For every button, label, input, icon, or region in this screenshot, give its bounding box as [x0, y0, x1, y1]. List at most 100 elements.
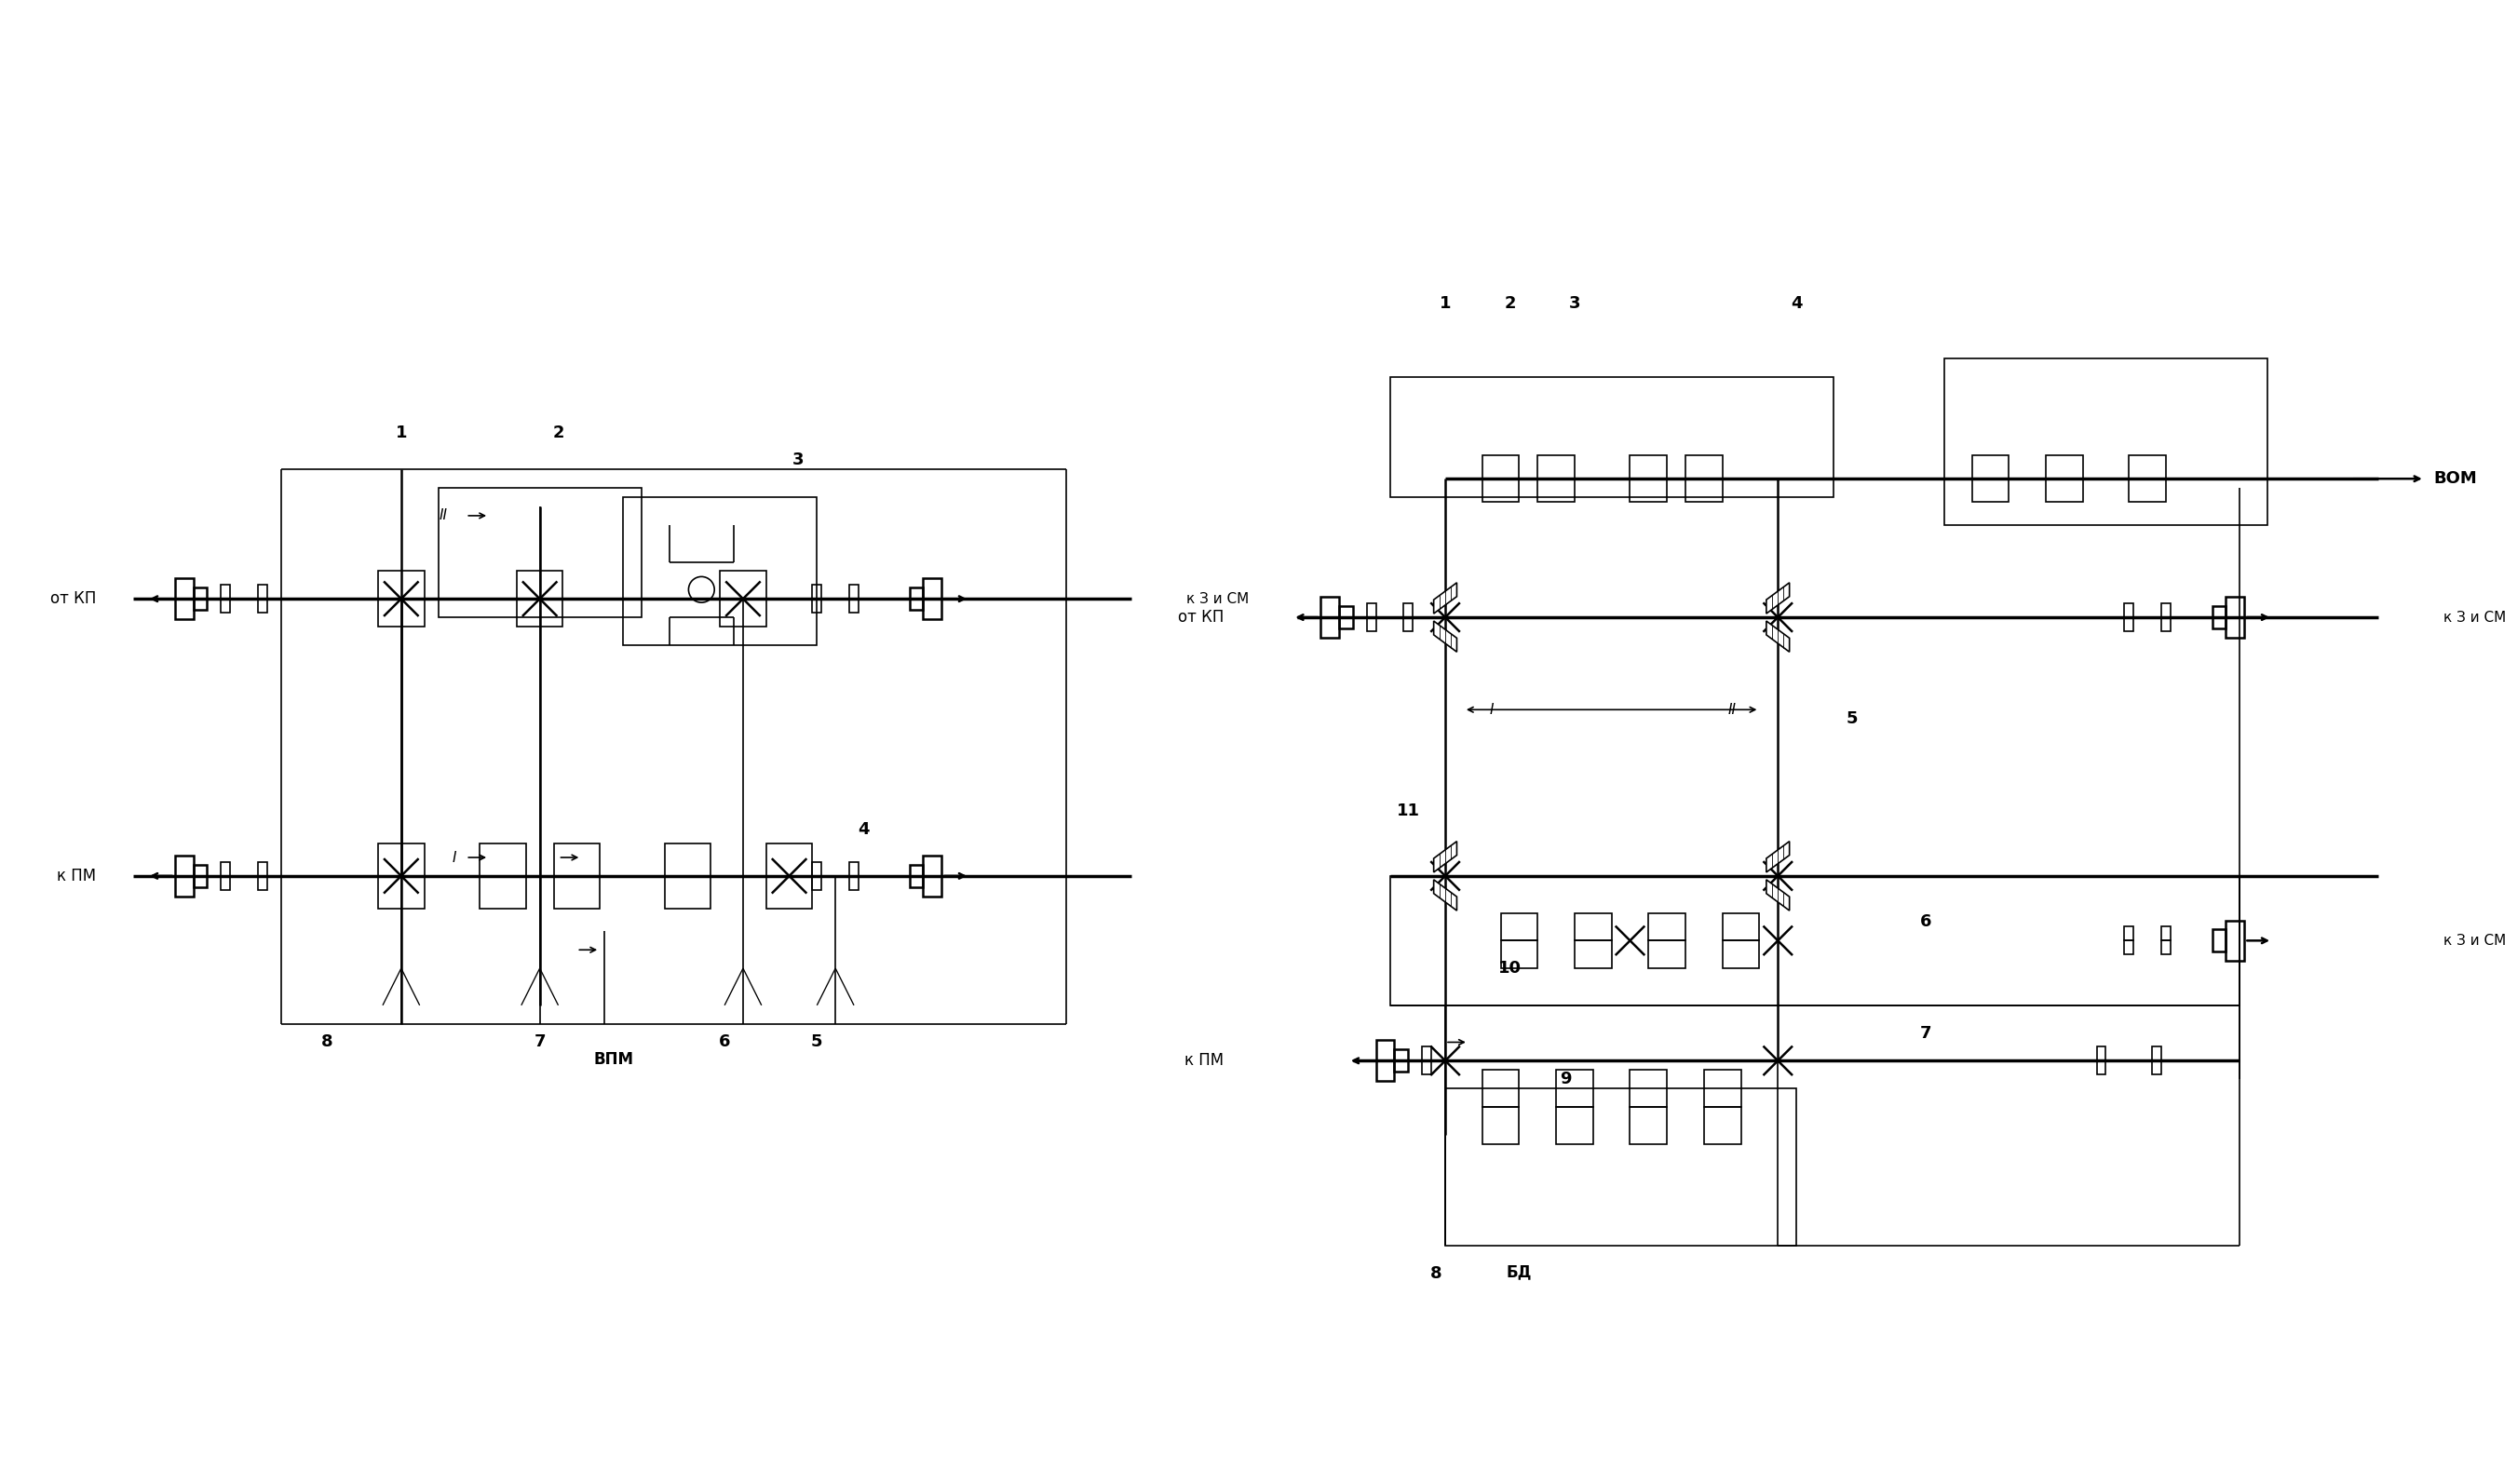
Polygon shape — [1767, 583, 1790, 613]
Bar — [2152, 1046, 2162, 1061]
Bar — [1321, 597, 1339, 638]
Bar — [1556, 1070, 1593, 1107]
Bar — [1538, 456, 1576, 479]
Bar — [2097, 1061, 2107, 1074]
Bar — [1500, 913, 1538, 941]
Text: 3: 3 — [1568, 295, 1581, 312]
Text: I: I — [453, 850, 456, 865]
Bar — [2046, 456, 2082, 479]
Bar — [1367, 604, 1377, 617]
Bar — [2212, 605, 2225, 628]
Bar — [1704, 1107, 1742, 1144]
Bar — [174, 579, 194, 619]
Bar — [664, 876, 710, 908]
Bar — [1971, 479, 2009, 502]
Bar — [848, 862, 858, 876]
Text: 1: 1 — [1440, 295, 1452, 312]
Bar — [257, 600, 267, 613]
Bar — [554, 876, 599, 908]
Bar — [1394, 1049, 1410, 1071]
Text: 4: 4 — [1790, 295, 1802, 312]
Bar — [1631, 1107, 1666, 1144]
Text: от КП: от КП — [1178, 608, 1223, 626]
Bar — [554, 843, 599, 876]
Bar — [1631, 456, 1666, 479]
Bar — [813, 585, 821, 600]
Text: 5: 5 — [1845, 711, 1858, 727]
Bar — [481, 876, 526, 908]
Bar — [2162, 617, 2170, 631]
Text: I: I — [1490, 703, 1493, 717]
Text: 1: 1 — [395, 424, 408, 441]
Bar — [1404, 604, 1412, 617]
Bar — [2225, 920, 2245, 962]
Bar — [378, 843, 425, 876]
Text: к З и СМ: к З и СМ — [2444, 933, 2507, 948]
Bar — [2162, 604, 2170, 617]
Text: 6: 6 — [1920, 914, 1931, 930]
Polygon shape — [1767, 620, 1790, 651]
Text: БД: БД — [1505, 1264, 1533, 1281]
Text: 7: 7 — [534, 1034, 546, 1051]
Bar — [2162, 941, 2170, 954]
Bar — [765, 876, 813, 908]
Bar — [848, 585, 858, 600]
Bar — [1649, 941, 1686, 969]
Bar — [516, 600, 564, 626]
Text: 9: 9 — [1561, 1071, 1571, 1088]
Text: 3: 3 — [793, 451, 805, 469]
Bar — [1538, 479, 1576, 502]
Bar — [2152, 1061, 2162, 1074]
Bar — [2129, 479, 2167, 502]
Bar — [378, 571, 425, 600]
Bar — [1943, 359, 2268, 525]
Bar — [765, 843, 813, 876]
Bar — [848, 876, 858, 890]
Text: 11: 11 — [1397, 803, 1420, 819]
Bar — [1722, 941, 1759, 969]
Bar — [1389, 377, 1832, 497]
Bar — [1483, 1107, 1520, 1144]
Text: 4: 4 — [858, 821, 868, 838]
Bar — [909, 588, 924, 610]
Bar — [664, 843, 710, 876]
Polygon shape — [1435, 620, 1457, 651]
Bar — [221, 600, 229, 613]
Bar — [1339, 605, 1352, 628]
Text: II: II — [1727, 703, 1737, 717]
Text: 8: 8 — [1430, 1264, 1442, 1282]
Bar — [257, 585, 267, 600]
Bar — [1686, 456, 1722, 479]
Bar — [194, 865, 206, 887]
Bar — [1483, 1070, 1520, 1107]
Bar — [221, 585, 229, 600]
Bar — [2124, 604, 2134, 617]
Bar — [378, 600, 425, 626]
Bar — [720, 571, 765, 600]
Bar — [2124, 941, 2134, 954]
Bar — [2124, 617, 2134, 631]
Text: 10: 10 — [1498, 960, 1523, 976]
Text: к З и СМ: к З и СМ — [2444, 610, 2507, 625]
Bar — [924, 856, 941, 896]
Bar — [813, 876, 821, 890]
Bar — [1704, 1070, 1742, 1107]
Bar — [516, 571, 564, 600]
Bar — [174, 856, 194, 896]
Bar — [221, 876, 229, 890]
Bar — [2162, 926, 2170, 941]
Bar — [194, 588, 206, 610]
Bar — [848, 600, 858, 613]
Bar — [221, 862, 229, 876]
Polygon shape — [1767, 880, 1790, 911]
Bar — [2212, 929, 2225, 951]
Text: 8: 8 — [322, 1034, 332, 1051]
Bar — [1377, 1040, 1394, 1080]
Bar — [481, 843, 526, 876]
Bar — [2225, 597, 2245, 638]
Bar — [2124, 926, 2134, 941]
Bar — [2097, 1046, 2107, 1061]
Polygon shape — [1435, 583, 1457, 613]
Bar — [378, 876, 425, 908]
Bar — [813, 862, 821, 876]
